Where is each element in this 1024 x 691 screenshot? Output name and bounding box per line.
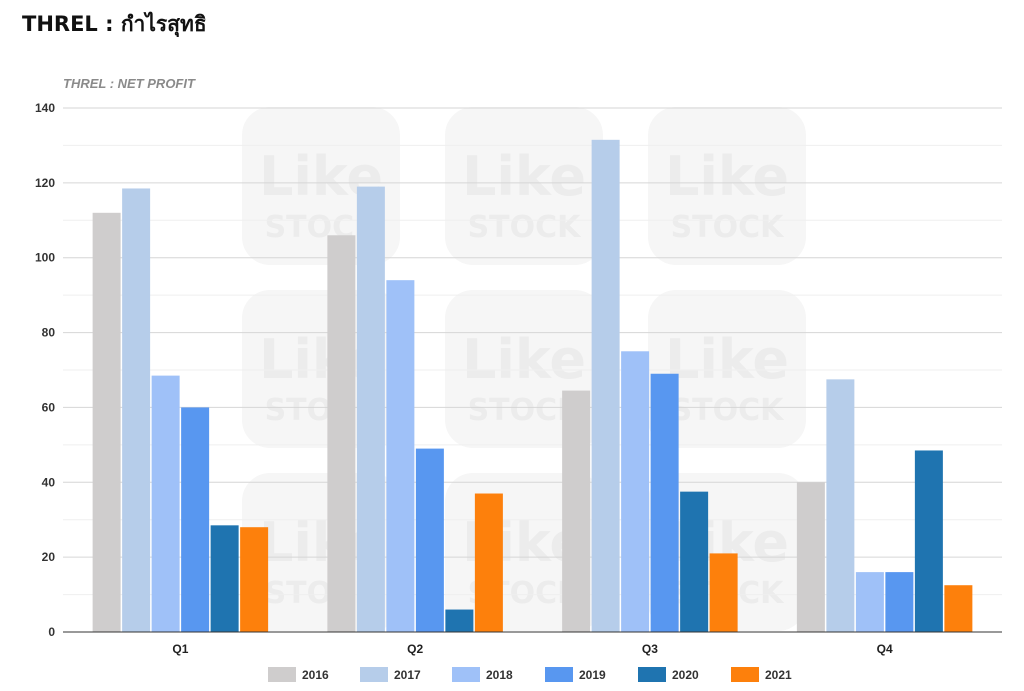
legend-label: 2020 — [672, 668, 699, 682]
x-category-label: Q3 — [642, 642, 658, 656]
bar-q4-2020 — [914, 450, 943, 632]
chart-title: THREL : NET PROFIT — [63, 76, 196, 91]
legend-swatch — [360, 667, 388, 682]
bar-q4-2019 — [885, 572, 914, 632]
svg-text:Like: Like — [665, 328, 789, 391]
bar-q3-2019 — [650, 373, 679, 632]
bar-q3-2021 — [709, 553, 738, 632]
bar-q1-2019 — [181, 407, 210, 632]
bar-q3-2017 — [591, 139, 620, 633]
legend-label: 2018 — [486, 668, 513, 682]
bar-q2-2017 — [356, 186, 385, 632]
x-axis: Q1 Q2 Q3 Q4 — [172, 642, 893, 656]
y-tick-label: 100 — [35, 251, 55, 265]
bar-q1-2020 — [210, 525, 239, 632]
bar-q2-2016 — [327, 235, 356, 632]
bar-q2-2020 — [445, 609, 474, 632]
y-tick-label: 0 — [48, 625, 55, 639]
legend-label: 2019 — [579, 668, 606, 682]
bar-q1-2021 — [240, 527, 269, 632]
x-category-label: Q4 — [877, 642, 893, 656]
bar-q2-2018 — [386, 280, 415, 632]
legend-label: 2017 — [394, 668, 421, 682]
y-tick-label: 40 — [42, 475, 56, 489]
bar-q2-2019 — [415, 448, 444, 632]
bar-q4-2016 — [796, 482, 825, 632]
y-axis: 0 20 40 60 80 100 120 140 — [35, 101, 55, 639]
bar-q2-2021 — [474, 493, 503, 632]
svg-text:STOCK: STOCK — [671, 393, 786, 428]
bars — [92, 139, 973, 633]
bar-q3-2020 — [680, 491, 709, 632]
legend-item-2020: 2020 — [638, 667, 699, 682]
watermark-layer: LikeSTOCKLikeSTOCKLikeSTOCKLikeSTOCKLike… — [242, 107, 806, 631]
legend: 2016 2017 2018 2019 2020 2021 — [268, 667, 792, 682]
x-category-label: Q1 — [172, 642, 188, 656]
x-category-label: Q2 — [407, 642, 423, 656]
bar-q1-2018 — [151, 375, 180, 632]
bar-q3-2018 — [621, 351, 650, 632]
legend-swatch — [545, 667, 573, 682]
bar-q4-2021 — [944, 585, 973, 632]
bar-q1-2017 — [122, 188, 151, 632]
y-tick-label: 120 — [35, 176, 55, 190]
legend-item-2019: 2019 — [545, 667, 606, 682]
svg-text:Like: Like — [462, 328, 586, 391]
legend-label: 2021 — [765, 668, 792, 682]
legend-item-2017: 2017 — [360, 667, 421, 682]
y-tick-label: 20 — [42, 550, 56, 564]
svg-text:Like: Like — [462, 145, 586, 208]
bar-q4-2017 — [826, 379, 855, 632]
legend-item-2021: 2021 — [731, 667, 792, 682]
svg-text:STOCK: STOCK — [671, 210, 786, 245]
y-tick-label: 140 — [35, 101, 55, 115]
legend-label: 2016 — [302, 668, 329, 682]
legend-item-2016: 2016 — [268, 667, 329, 682]
bar-q3-2016 — [562, 390, 591, 632]
legend-swatch — [638, 667, 666, 682]
legend-item-2018: 2018 — [452, 667, 513, 682]
bar-q4-2018 — [855, 572, 884, 632]
legend-swatch — [731, 667, 759, 682]
svg-text:Like: Like — [665, 145, 789, 208]
legend-swatch — [268, 667, 296, 682]
svg-text:STOCK: STOCK — [468, 210, 583, 245]
y-tick-label: 60 — [42, 400, 56, 414]
y-tick-label: 80 — [42, 326, 56, 340]
legend-swatch — [452, 667, 480, 682]
page-title: THREL : กำไรสุทธิ — [22, 12, 207, 36]
bar-q1-2016 — [92, 212, 121, 633]
